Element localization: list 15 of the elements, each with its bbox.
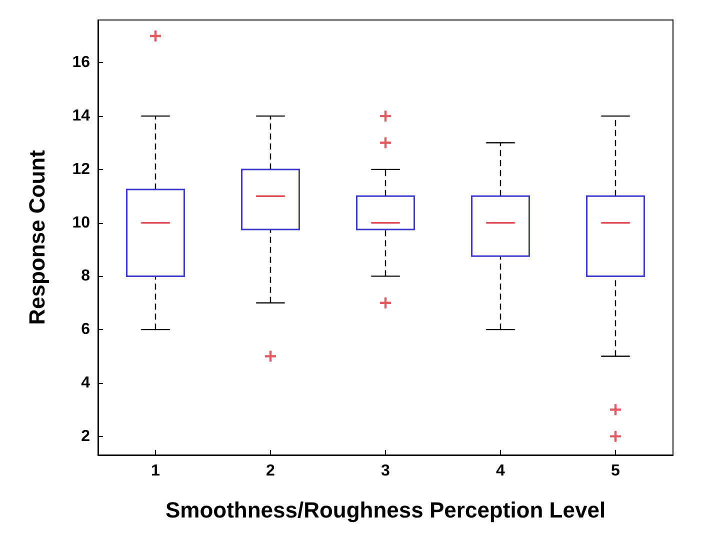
y-tick-label: 8 bbox=[81, 268, 90, 285]
x-tick-label: 1 bbox=[151, 462, 160, 480]
y-tick-label: 14 bbox=[72, 108, 90, 125]
y-tick-label: 12 bbox=[72, 160, 90, 178]
y-tick-label: 2 bbox=[81, 428, 90, 445]
x-tick-label: 4 bbox=[496, 462, 506, 480]
y-tick-label: 10 bbox=[72, 214, 90, 232]
x-tick-label: 3 bbox=[381, 462, 390, 480]
x-tick-label: 2 bbox=[266, 462, 276, 480]
y-tick-label: 16 bbox=[72, 54, 90, 72]
y-tick-label: 4 bbox=[81, 374, 90, 392]
x-tick-label: 5 bbox=[611, 462, 620, 480]
y-axis-title: Response Count bbox=[24, 149, 50, 325]
y-tick-label: 6 bbox=[81, 321, 90, 338]
x-axis-title: Smoothness/Roughness Perception Level bbox=[165, 498, 606, 522]
